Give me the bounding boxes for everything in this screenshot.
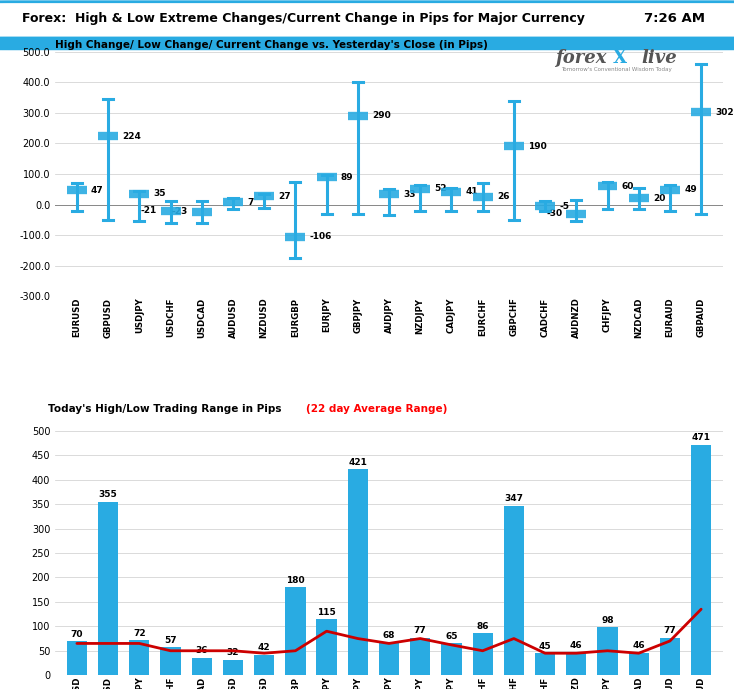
Bar	[98, 502, 118, 675]
Text: 180: 180	[286, 576, 305, 585]
Text: 115: 115	[317, 608, 336, 617]
Text: Forex:  High & Low Extreme Changes/Current Change in Pips for Major Currency: Forex: High & Low Extreme Changes/Curren…	[22, 12, 584, 25]
Text: 26: 26	[497, 192, 509, 201]
Bar	[566, 652, 586, 675]
Text: 46: 46	[570, 641, 583, 650]
Text: Today's High/Low Trading Range in Pips: Today's High/Low Trading Range in Pips	[48, 404, 286, 413]
Text: live: live	[642, 49, 677, 67]
Text: 45: 45	[539, 641, 551, 651]
Text: 77: 77	[414, 626, 426, 635]
Text: 302: 302	[716, 107, 734, 116]
Text: 7: 7	[247, 198, 253, 207]
Bar	[410, 637, 430, 675]
Text: 65: 65	[446, 632, 458, 641]
Bar	[628, 652, 649, 675]
FancyBboxPatch shape	[0, 2, 734, 39]
Text: 20: 20	[653, 194, 665, 203]
Bar	[286, 587, 305, 675]
Text: -106: -106	[310, 232, 332, 241]
Text: (22 day Average Range): (22 day Average Range)	[305, 404, 447, 413]
Text: Tomorrow's Conventional Wisdom Today: Tomorrow's Conventional Wisdom Today	[562, 67, 672, 72]
Text: 72: 72	[133, 628, 145, 637]
Bar	[192, 657, 212, 675]
Text: 32: 32	[227, 648, 239, 657]
Text: X: X	[612, 49, 627, 67]
Text: 35: 35	[153, 189, 166, 198]
Text: 42: 42	[258, 644, 271, 652]
Bar	[161, 648, 181, 675]
Text: 7:26 AM: 7:26 AM	[644, 12, 705, 25]
Text: 86: 86	[476, 621, 489, 630]
Bar	[441, 644, 462, 675]
Text: -23: -23	[171, 207, 188, 216]
Text: 421: 421	[349, 458, 367, 467]
Bar	[504, 506, 524, 675]
Text: 60: 60	[622, 182, 634, 191]
Bar	[597, 627, 617, 675]
Bar	[316, 619, 337, 675]
Text: 41: 41	[465, 187, 479, 196]
Text: -30: -30	[546, 209, 562, 218]
Bar	[379, 642, 399, 675]
Text: 290: 290	[372, 112, 390, 121]
Bar	[473, 633, 493, 675]
Text: 47: 47	[91, 185, 103, 194]
Text: 52: 52	[435, 184, 447, 193]
Text: 57: 57	[164, 636, 177, 645]
Text: 33: 33	[403, 190, 415, 199]
Bar	[348, 469, 368, 675]
Text: -21: -21	[140, 207, 156, 216]
Text: 224: 224	[123, 132, 141, 141]
Text: 36: 36	[195, 646, 208, 655]
Text: 347: 347	[504, 494, 523, 503]
Bar	[535, 653, 555, 675]
Text: 27: 27	[278, 192, 291, 200]
Text: 98: 98	[601, 616, 614, 625]
Bar	[691, 445, 711, 675]
FancyBboxPatch shape	[0, 37, 734, 50]
Text: 190: 190	[528, 142, 547, 151]
Bar	[254, 655, 275, 675]
Text: 68: 68	[382, 630, 396, 639]
Text: 355: 355	[99, 490, 117, 499]
Bar	[129, 640, 150, 675]
Text: -5: -5	[559, 202, 570, 211]
Text: High Change/ Low Change/ Current Change vs. Yesterday's Close (in Pips): High Change/ Low Change/ Current Change …	[55, 39, 488, 50]
Text: 70: 70	[70, 630, 83, 639]
Text: forex: forex	[555, 49, 606, 67]
Text: 77: 77	[664, 626, 676, 635]
Bar	[223, 659, 243, 675]
Text: 471: 471	[691, 433, 711, 442]
Bar	[660, 637, 680, 675]
Text: 49: 49	[684, 185, 697, 194]
Bar	[67, 641, 87, 675]
Text: 89: 89	[341, 173, 353, 182]
Text: 46: 46	[633, 641, 645, 650]
